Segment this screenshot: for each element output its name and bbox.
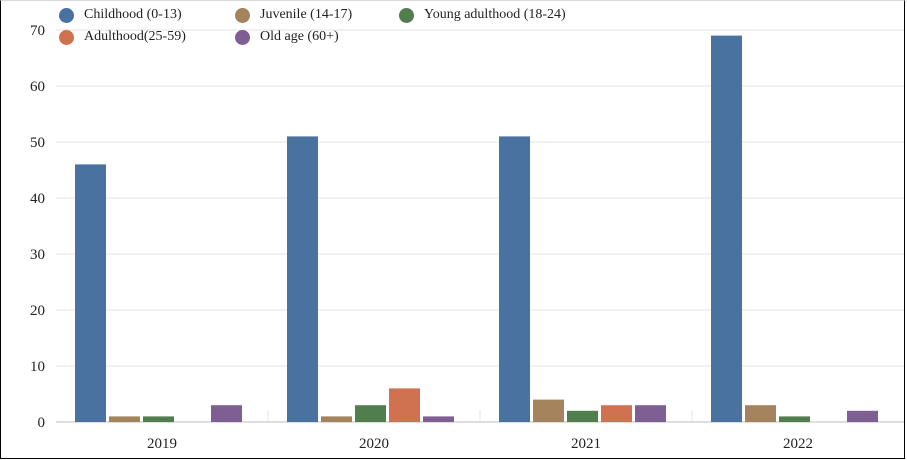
legend: Childhood (0-13) Juvenile (14-17) Young … [59, 7, 659, 51]
legend-swatch-adulthood [59, 29, 74, 45]
bar-2022-2 [745, 405, 776, 422]
legend-item-childhood[interactable]: Childhood (0-13) [59, 7, 182, 23]
bar-2021-3 [567, 410, 598, 422]
legend-item-young-adulthood[interactable]: Young adulthood (18-24) [399, 7, 566, 23]
bar-2020-4 [389, 388, 420, 422]
bar-2019-3 [143, 416, 174, 422]
x-tick-label: 2020 [359, 436, 389, 452]
bar-2021-1 [499, 136, 530, 422]
legend-label-childhood: Childhood (0-13) [84, 7, 182, 22]
y-tick-label: 30 [30, 247, 45, 263]
y-tick-label: 60 [30, 79, 45, 95]
bar-2021-2 [533, 399, 564, 422]
y-tick-label: 50 [30, 135, 45, 151]
bar-2022-5 [847, 410, 878, 422]
legend-label-old-age: Old age (60+) [260, 29, 339, 44]
bar-2020-5 [423, 416, 454, 422]
bar-2022-1 [711, 35, 742, 422]
x-tick-label: 2022 [783, 436, 813, 452]
bar-2019-2 [109, 416, 140, 422]
y-tick-label: 70 [30, 23, 45, 39]
bar-2019-1 [75, 164, 106, 422]
bar-2020-3 [355, 405, 386, 422]
bar-2020-2 [321, 416, 352, 422]
legend-label-juvenile: Juvenile (14-17) [260, 7, 353, 22]
legend-swatch-young-adulthood [399, 7, 414, 23]
legend-label-adulthood: Adulthood(25-59) [84, 29, 186, 44]
legend-swatch-juvenile [235, 7, 250, 23]
legend-swatch-old-age [235, 29, 250, 45]
legend-swatch-childhood [59, 7, 74, 23]
bar-2020-1 [287, 136, 318, 422]
y-tick-label: 10 [30, 359, 45, 375]
y-tick-label: 40 [30, 191, 45, 207]
x-tick-label: 2021 [571, 436, 601, 452]
bar-2019-5 [211, 405, 242, 422]
y-tick-label: 20 [30, 303, 45, 319]
legend-item-adulthood[interactable]: Adulthood(25-59) [59, 29, 186, 45]
bar-2021-4 [601, 405, 632, 422]
bar-2022-3 [779, 416, 810, 422]
legend-item-old-age[interactable]: Old age (60+) [235, 29, 339, 45]
legend-label-young-adulthood: Young adulthood (18-24) [424, 7, 566, 22]
legend-item-juvenile[interactable]: Juvenile (14-17) [235, 7, 352, 23]
y-tick-label: 0 [38, 415, 46, 431]
x-tick-label: 2019 [147, 436, 177, 452]
bar-2021-5 [635, 405, 666, 422]
